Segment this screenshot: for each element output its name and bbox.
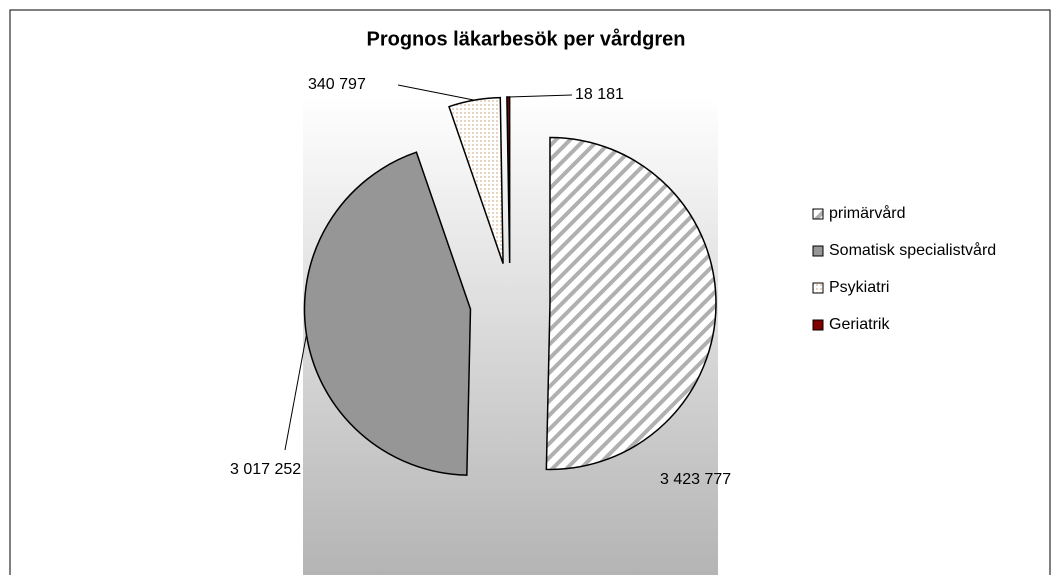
legend-label: Psykiatri [829, 279, 889, 296]
chart-title: Prognos läkarbesök per vårdgren [366, 27, 685, 50]
data-label: 340 797 [308, 76, 366, 93]
legend-label: Somatisk specialistvård [829, 241, 996, 259]
data-label: 3 423 777 [660, 471, 731, 488]
leader-line [508, 94, 573, 98]
legend-swatch [812, 208, 824, 220]
legend-label: Geriatrik [829, 316, 890, 333]
pie-slice [448, 96, 504, 264]
legend-swatch [812, 282, 824, 294]
leader-line [284, 334, 307, 451]
legend-swatch [812, 319, 824, 331]
leader-line [397, 84, 475, 101]
legend-label: primärvård [829, 204, 905, 222]
pie-slice [545, 136, 717, 471]
legend-swatch [812, 245, 824, 257]
data-label: 3 017 252 [230, 461, 301, 478]
data-label: 18 181 [575, 86, 624, 103]
